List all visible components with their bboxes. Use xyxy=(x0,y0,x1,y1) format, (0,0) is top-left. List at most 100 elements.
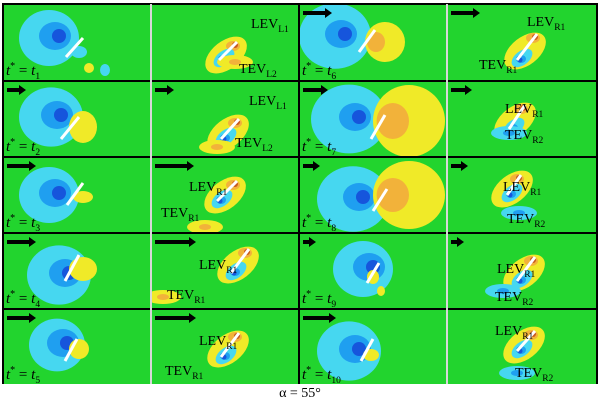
time-label: t* = t3 xyxy=(6,213,40,234)
wing-plate xyxy=(359,338,375,362)
lev-label: LEVR1 xyxy=(199,334,238,352)
lev-label: LEVR1 xyxy=(497,262,536,280)
trailing-edge-vortex-core xyxy=(513,210,525,216)
freestream-arrow-icon xyxy=(303,8,332,18)
panel-t7b: LEVR1 TEVR2 xyxy=(447,81,597,157)
panel-t8b: LEVR1 TEVR2 xyxy=(447,157,597,233)
lev-label: LEVR1 xyxy=(495,324,534,342)
tev-label: TEVR1 xyxy=(479,58,518,76)
tev-label: TEVR2 xyxy=(495,290,534,308)
tev-label: TEVR1 xyxy=(161,206,200,224)
wing-plate xyxy=(369,114,387,140)
negative-vorticity-peak xyxy=(356,190,370,204)
tev-label: TEVR1 xyxy=(167,288,206,306)
positive-vorticity-region xyxy=(69,111,97,143)
wing-plate xyxy=(505,174,523,196)
freestream-arrow-icon xyxy=(7,161,36,171)
wing-plate xyxy=(515,33,539,61)
wing-plate xyxy=(219,332,241,358)
lev-label: LEVR1 xyxy=(505,102,544,120)
tev-label: TEVL2 xyxy=(239,62,277,80)
freestream-arrow-icon xyxy=(451,237,464,247)
lev-label: LEVL1 xyxy=(249,94,287,112)
panel-t8: t* = t8 xyxy=(299,157,447,234)
shed-vortex xyxy=(100,64,110,76)
positive-vorticity-core xyxy=(376,103,409,139)
time-label: t* = t8 xyxy=(302,213,336,234)
panel-t2b: LEVL1 TEVL2 xyxy=(151,81,299,157)
negative-vorticity-peak xyxy=(352,110,366,124)
freestream-arrow-icon xyxy=(303,313,336,323)
wing-plate xyxy=(64,36,85,59)
time-label: t* = t1 xyxy=(6,61,40,82)
freestream-arrow-icon xyxy=(451,85,472,95)
wing-plate xyxy=(63,338,79,362)
tev-label: TEVR2 xyxy=(505,128,544,146)
freestream-arrow-icon xyxy=(303,161,320,171)
panel-t5b: LEVR1 TEVR1 xyxy=(151,309,299,384)
positive-vorticity-region xyxy=(73,191,93,203)
alpha-caption: α = 55° xyxy=(279,386,321,401)
trailing-edge-vortex-core xyxy=(497,288,509,294)
freestream-arrow-icon xyxy=(303,237,316,247)
shed-vortex xyxy=(84,63,94,73)
panel-t5: t* = t5 xyxy=(3,309,151,384)
trailing-edge-vortex-core xyxy=(211,144,223,150)
trailing-edge-vortex-core xyxy=(503,130,515,136)
panel-t10b: LEVR1 TEVR2 xyxy=(447,309,597,384)
negative-vorticity-peak xyxy=(52,186,66,200)
shed-vortex xyxy=(377,286,385,296)
wing-plate xyxy=(65,182,85,206)
tev-label: TEVR1 xyxy=(165,364,204,382)
panel-t4: t* = t4 xyxy=(3,233,151,310)
panel-t9b: LEVR1 TEVR2 xyxy=(447,233,597,309)
wing-plate xyxy=(507,104,527,130)
wing-plate xyxy=(515,329,537,353)
wing-plate xyxy=(219,117,241,141)
wing-plate xyxy=(371,188,389,212)
time-label: t* = t5 xyxy=(6,365,40,384)
panel-t3b: LEVR1 TEVR1 xyxy=(151,157,299,233)
time-label: t* = t2 xyxy=(6,137,40,158)
vorticity-contour-figure: t* = t1 LEVL1 TEVL2 t* = t6 LEVR1 TEVR1 t* = t… xyxy=(2,3,598,384)
wing-plate xyxy=(357,29,377,53)
negative-vorticity-peak xyxy=(338,27,352,41)
wing-plate xyxy=(215,179,239,203)
wing-plate xyxy=(515,256,537,282)
time-label: t* = t4 xyxy=(6,289,40,310)
lev-label: LEVL1 xyxy=(251,17,289,35)
tev-label: TEVR2 xyxy=(515,366,554,384)
negative-vorticity-peak xyxy=(366,260,380,274)
time-label: t* = t10 xyxy=(302,365,341,384)
lev-label: LEVR1 xyxy=(189,180,228,198)
trailing-edge-vortex-core xyxy=(157,294,169,300)
panel-t1: t* = t1 xyxy=(3,4,151,82)
panel-t6: t* = t6 xyxy=(299,4,447,81)
panel-t2: t* = t2 xyxy=(3,81,151,158)
panel-t10: t* = t10 xyxy=(299,309,447,384)
panel-t3: t* = t3 xyxy=(3,157,151,234)
trailing-edge-vortex-core xyxy=(229,59,241,65)
freestream-arrow-icon xyxy=(155,85,174,95)
time-label: t* = t9 xyxy=(302,289,336,310)
tev-label: TEVL2 xyxy=(235,136,273,154)
lev-label: LEVR1 xyxy=(199,258,238,276)
trailing-edge-vortex-core xyxy=(199,224,211,230)
freestream-arrow-icon xyxy=(155,237,196,247)
lev-label: LEVR1 xyxy=(503,180,542,198)
freestream-arrow-icon xyxy=(7,313,36,323)
panel-t6b: LEVR1 TEVR1 xyxy=(447,4,597,81)
wing-plate xyxy=(229,248,251,274)
negative-vorticity-peak xyxy=(52,29,66,43)
panel-t7: t* = t7 xyxy=(299,81,447,157)
wing-plate xyxy=(365,262,381,284)
positive-vorticity-core xyxy=(376,178,409,212)
positive-vorticity-region xyxy=(69,257,97,281)
wing-plate xyxy=(63,254,81,282)
tev-label: TEVR2 xyxy=(507,212,546,230)
wing-plate xyxy=(59,116,81,140)
freestream-arrow-icon xyxy=(155,161,194,171)
panel-t9: t* = t9 xyxy=(299,233,447,310)
panel-t1b: LEVL1 TEVL2 xyxy=(151,4,299,81)
freestream-arrow-icon xyxy=(155,313,196,323)
